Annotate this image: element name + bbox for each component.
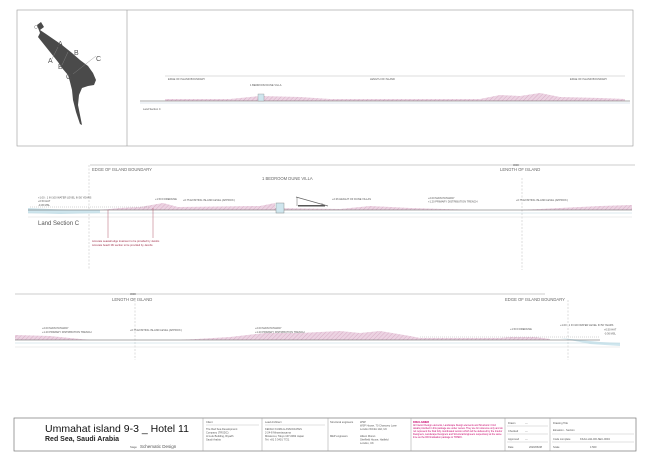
code-label: Code complete <box>553 437 571 441</box>
drawn-label: Drawn <box>508 421 516 425</box>
annotation: +0.75 EXISTING ISLAND LEVEL (APPROX.) <box>130 328 182 332</box>
date-label: Date <box>508 445 514 449</box>
annotation: +1.20 PRIMARY DISTRIBUTION TRENCH <box>42 330 92 334</box>
annotation: +0.75 EXISTING ISLAND LEVEL (APPROX.) <box>516 198 568 202</box>
project-location: Red Sea, Saudi Arabia <box>45 436 119 443</box>
land-section-c-upper: EDGE OF ISLAND BOUNDARY 3000 LENGTH OF I… <box>28 163 635 270</box>
level-label: +0.50 HAT <box>38 199 51 203</box>
architect-line: 2-24-8 Minamiaoyama <box>265 431 291 435</box>
checked-value: --- <box>525 430 528 433</box>
section-mark-c: C <box>96 56 101 63</box>
architect-heading: Lead Architect <box>265 420 282 424</box>
architect-line: Tel: +81 3 3401 7721 <box>265 438 290 442</box>
disclaimer-heading: DISCLAIMER <box>413 420 429 424</box>
overview-villa-label: 1 BEDROOM DUNE VILLA <box>250 83 282 87</box>
stage-value: Schematic Design <box>140 444 177 449</box>
note-beach: Accurate beach lift/ section to be provi… <box>92 243 153 247</box>
dimension-label: 3000 <box>130 292 136 296</box>
annotation: +2.36 HEIGHT OF DUNE VILLAS <box>332 197 371 201</box>
disclaimer-text: All Interior Design elements, Landscape … <box>413 424 503 439</box>
overview-length-label: LENGTH OF ISLAND <box>370 77 395 81</box>
section-title: Land Section C <box>38 221 80 227</box>
section-mark-a: A <box>58 41 63 48</box>
key-plan-island: A A B B C C <box>34 22 101 125</box>
code-value: KKAA-H11-DD-SEC-0004 <box>580 437 610 441</box>
mep-heading: MEP engineers <box>330 434 348 438</box>
client-line: Al Lulu Building, Riyadh <box>206 434 234 438</box>
client-line: Saudi Arabia <box>206 438 221 442</box>
level-label: +1.00 : 1 IN 100 WATER LEVEL IN 50 YEARS <box>38 196 92 200</box>
boundary-label: EDGE OF ISLAND BOUNDARY <box>92 167 152 172</box>
annotation: +0.75 EXISTING ISLAND LEVEL (APPROX.) <box>183 198 235 202</box>
section-mark-c: C <box>66 74 71 81</box>
annotation: +1.20 PRIMARY DISTRIBUTION TRENCH <box>255 330 305 334</box>
project-title: Ummahat island 9-3 _ Hotel 11 <box>45 423 189 435</box>
overview-boundary-label: EDGE OF ISLAND BOUNDARY <box>570 77 607 81</box>
section-mark-a: A <box>48 58 53 65</box>
mep-line: Hilson Moran <box>360 434 376 438</box>
annotation: +1.50 FOREDUNE <box>155 197 177 201</box>
annotation: +2.00 MAIN PATHWAY <box>255 326 282 330</box>
client-line: The Red Sea Development <box>206 427 238 431</box>
drawing-title-label: Drawing Title <box>553 421 569 425</box>
title-block: Ummahat island 9-3 _ Hotel 11 Red Sea, S… <box>13 417 637 452</box>
checked-label: Checked <box>508 429 519 433</box>
boundary-label: EDGE OF ISLAND BOUNDARY <box>505 297 565 302</box>
villa-label: 1 BEDROOM DUNE VILLA <box>262 176 313 181</box>
structural-line: WSP <box>360 420 366 424</box>
stage-label: Stage <box>130 445 137 449</box>
mep-line: Sheffield House, Hatfield <box>360 438 389 442</box>
annotation: +0.50 HAT <box>604 328 617 332</box>
note-seawall: Accurate seawall edge treatment to be pr… <box>92 239 160 243</box>
scale-label: Scale <box>553 445 560 449</box>
annotation: -0.36 MSL <box>604 332 617 336</box>
dimension-label: 3000 <box>513 163 519 167</box>
structural-line: WSP House, 70 Chancery Lane <box>360 424 397 428</box>
overview-section: EDGE OF ISLAND BOUNDARY 1 BEDROOM DUNE V… <box>140 75 630 111</box>
scale-value: 1:500 <box>590 445 597 449</box>
length-label: LENGTH OF ISLAND <box>500 167 540 172</box>
top-panel <box>16 9 634 147</box>
level-label: -0.36 MSL <box>38 203 51 207</box>
architect-line: KENGO KUMA & ASSOCIATES <box>265 427 302 431</box>
length-label: LENGTH OF ISLAND <box>112 297 152 302</box>
overview-title: Land Section C <box>143 107 161 111</box>
drawing-info: Drawing Title Elevation - Section Code c… <box>552 421 634 449</box>
mep-line: London, UK <box>360 441 374 445</box>
section-mark-b: B <box>58 64 63 71</box>
annotation: +1.20 PRIMARY DISTRIBUTION TRENCH <box>428 200 478 204</box>
structural-line: London WC2A 1AF, UK <box>360 427 387 431</box>
approved-value: --- <box>525 438 528 441</box>
approved-label: Approved <box>508 437 520 441</box>
annotation: +2.00 MAIN PATHWAY <box>42 326 69 330</box>
client-heading: Client <box>206 420 213 424</box>
structural-heading: Structural engineers <box>330 420 354 424</box>
drawn-value: --- <box>525 422 528 425</box>
annotation: +1.50 FOREDUNE <box>510 327 532 331</box>
date-value: 2020/06/08 <box>529 445 543 449</box>
annotation: +1.00 : 1 IN 100 WATER LEVEL IN 50 YEARS <box>560 323 614 327</box>
section-mark-b: B <box>74 50 79 57</box>
annotation: +2.00 MAIN PATHWAY <box>428 196 455 200</box>
client-line: Company (TRSDC) <box>206 431 229 435</box>
overview-boundary-label: EDGE OF ISLAND BOUNDARY <box>168 77 205 81</box>
architect-line: Minato-ku, Tokyo 107-0062 Japan <box>265 434 305 438</box>
approval-fields: Drawn --- Checked --- Approved --- Date … <box>507 421 548 449</box>
land-section-c-lower: 3000 LENGTH OF ISLAND EDGE OF ISLAND BOU… <box>15 292 620 360</box>
drawing-title: Elevation - Section <box>553 428 575 432</box>
